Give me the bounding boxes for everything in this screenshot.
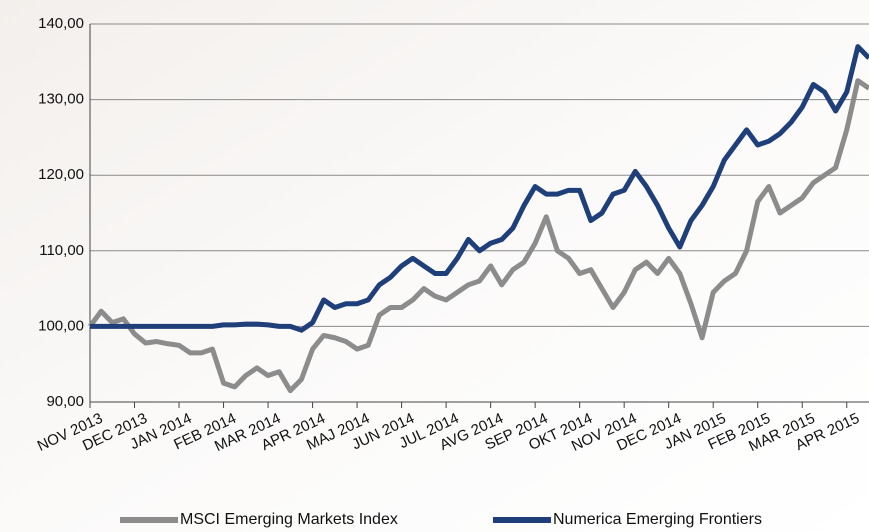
y-tick-label: 130,00	[38, 91, 84, 108]
chart: 90,00100,00110,00120,00130,00140,00NOV 2…	[0, 0, 869, 532]
y-tick-label: 120,00	[38, 166, 84, 183]
y-tick-label: 100,00	[38, 317, 84, 334]
y-tick-label: 140,00	[38, 15, 84, 32]
y-tick-label: 90,00	[46, 393, 84, 410]
legend-label: Numerica Emerging Frontiers	[553, 511, 762, 528]
legend-label: MSCI Emerging Markets Index	[180, 511, 398, 528]
y-tick-label: 110,00	[39, 242, 84, 259]
